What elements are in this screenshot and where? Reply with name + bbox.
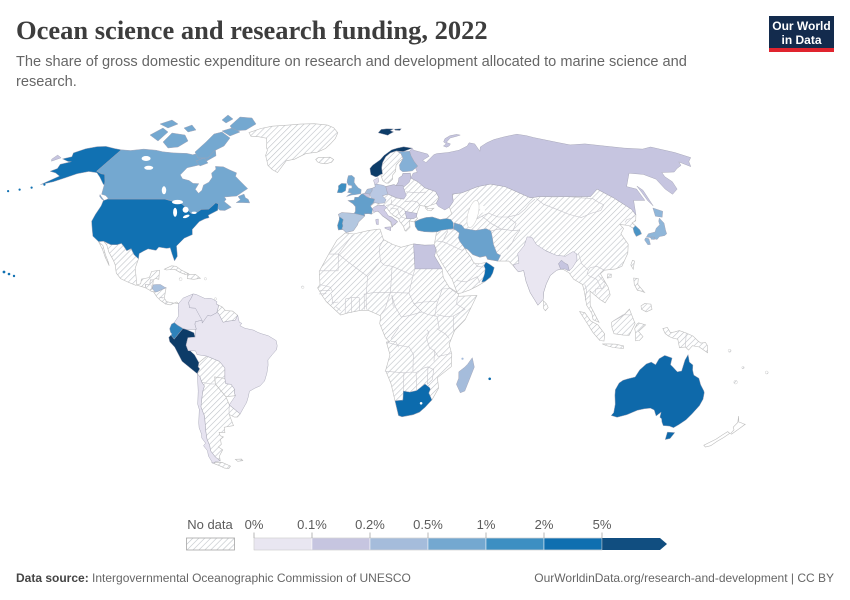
svg-text:0.5%: 0.5% <box>413 517 443 532</box>
svg-text:1%: 1% <box>477 517 496 532</box>
svg-text:5%: 5% <box>593 517 612 532</box>
svg-text:No data: No data <box>187 517 233 532</box>
svg-text:0%: 0% <box>245 517 264 532</box>
svg-text:2%: 2% <box>535 517 554 532</box>
svg-text:0.1%: 0.1% <box>297 517 327 532</box>
svg-text:0.2%: 0.2% <box>355 517 385 532</box>
